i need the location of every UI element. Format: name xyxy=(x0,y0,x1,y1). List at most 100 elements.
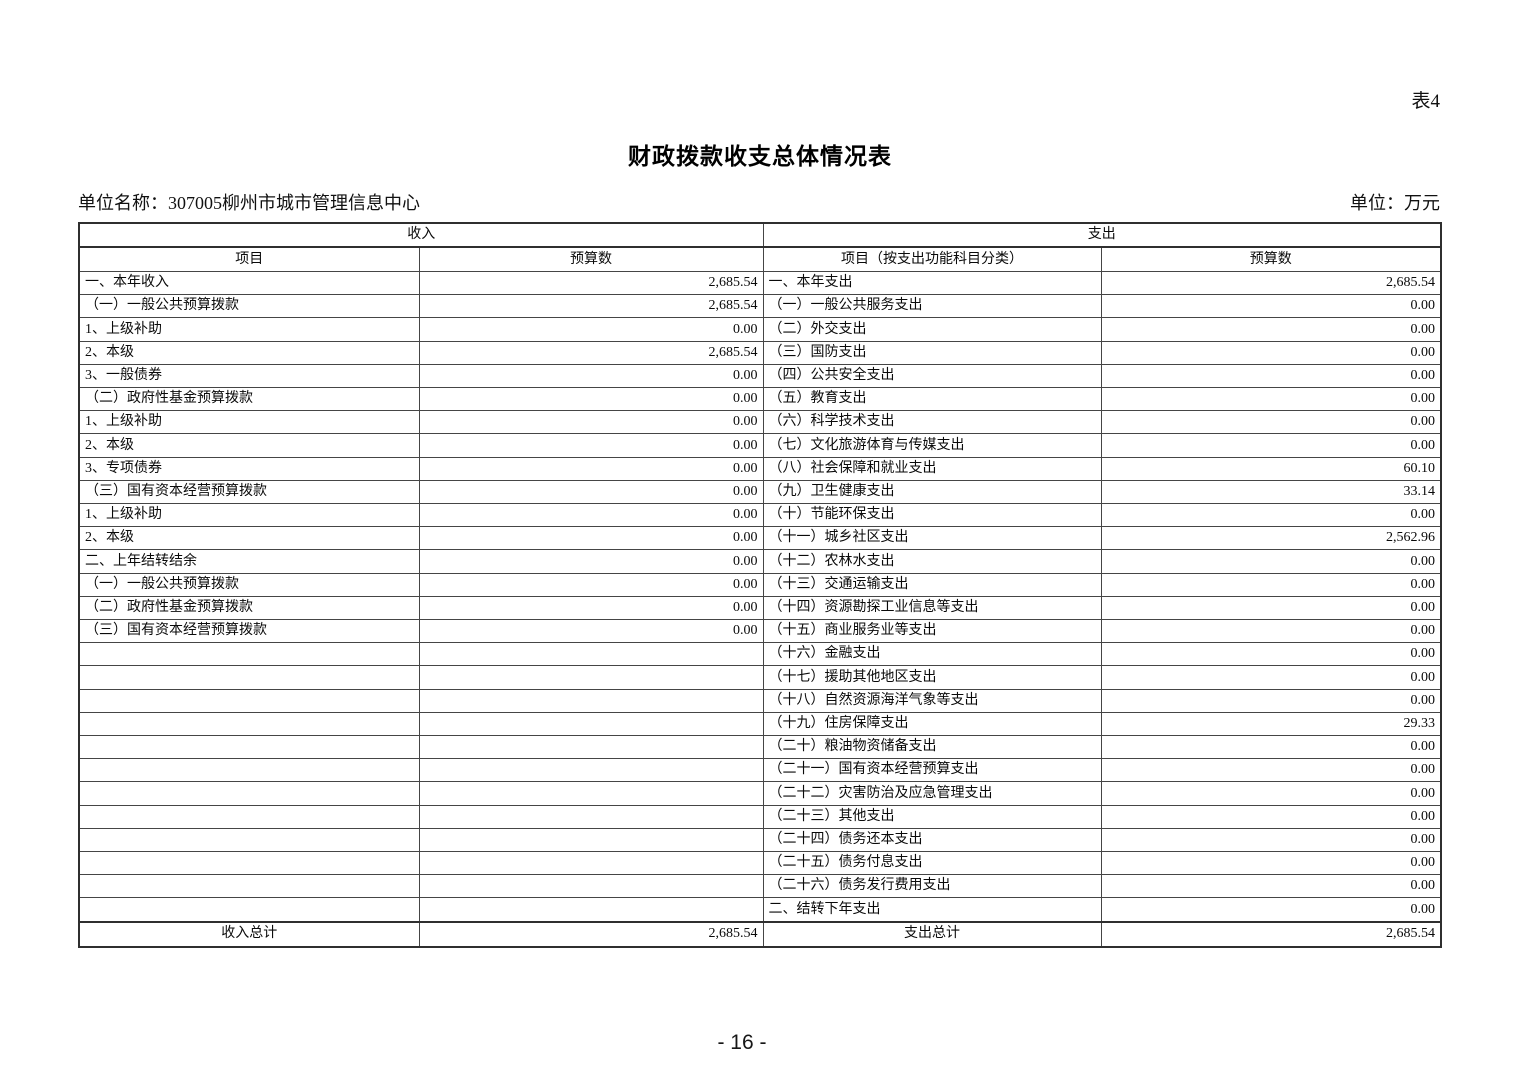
table-row: （二十二）灾害防治及应急管理支出 0.00 xyxy=(78,781,1442,806)
expenditure-item-cell: （二十）粮油物资储备支出 xyxy=(762,735,1102,760)
revenue-value-cell xyxy=(418,758,764,783)
expenditure-value-cell: 2,562.96 xyxy=(1100,526,1442,551)
expenditure-item-cell: （十）节能环保支出 xyxy=(762,503,1102,528)
column-header-row: 项目 预算数 项目（按支出功能科目分类） 预算数 xyxy=(78,246,1442,272)
expenditure-value-cell: 0.00 xyxy=(1100,827,1442,853)
expenditure-item-cell: （三）国防支出 xyxy=(762,340,1102,365)
revenue-value-cell xyxy=(418,781,764,806)
expenditure-value-cell: 29.33 xyxy=(1100,711,1442,737)
table-row: （二）政府性基金预算拨款 0.00 （十四）资源勘探工业信息等支出 0.00 xyxy=(78,595,1442,621)
expenditure-value-cell: 0.00 xyxy=(1100,387,1442,412)
revenue-value-cell xyxy=(418,827,764,853)
revenue-item-cell: （一）一般公共预算拨款 xyxy=(78,572,420,597)
meta-row: 单位名称：307005柳州市城市管理信息中心 单位：万元 xyxy=(78,189,1440,215)
revenue-value-cell xyxy=(418,711,764,737)
revenue-value-cell: 0.00 xyxy=(418,526,764,551)
expenditure-budget-header: 预算数 xyxy=(1100,246,1442,272)
expenditure-value-cell: 0.00 xyxy=(1100,619,1442,644)
expenditure-item-cell: （二）外交支出 xyxy=(762,317,1102,342)
expenditure-value-cell: 0.00 xyxy=(1100,665,1442,690)
expenditure-item-cell: （五）教育支出 xyxy=(762,387,1102,412)
expenditure-item-cell: 一、本年支出 xyxy=(762,270,1102,296)
expenditure-value-cell: 0.00 xyxy=(1100,735,1442,760)
table-row: （三）国有资本经营预算拨款 0.00 （十五）商业服务业等支出 0.00 xyxy=(78,619,1442,644)
revenue-item-cell: 二、上年结转结余 xyxy=(78,549,420,574)
table-row: 二、结转下年支出 0.00 xyxy=(78,897,1442,923)
expenditure-value-cell: 0.00 xyxy=(1100,758,1442,783)
table-tag: 表4 xyxy=(1411,91,1440,112)
expenditure-item-cell: （十九）住房保障支出 xyxy=(762,711,1102,737)
revenue-value-cell: 0.00 xyxy=(418,433,764,458)
table-row: （十九）住房保障支出 29.33 xyxy=(78,711,1442,737)
table-row: （十七）援助其他地区支出 0.00 xyxy=(78,665,1442,690)
table-row: 3、专项债券 0.00 （八）社会保障和就业支出 60.10 xyxy=(78,456,1442,481)
revenue-value-cell xyxy=(418,804,764,829)
revenue-item-cell: 2、本级 xyxy=(78,526,420,551)
revenue-value-cell xyxy=(418,874,764,899)
revenue-value-cell: 0.00 xyxy=(418,549,764,574)
page-number: - 16 - xyxy=(717,1031,767,1054)
revenue-item-cell xyxy=(78,827,420,853)
page-title: 财政拨款收支总体情况表 xyxy=(628,144,892,169)
table-body: 一、本年收入 2,685.54 一、本年支出 2,685.54 （一）一般公共预算拨款 2… xyxy=(78,270,1442,948)
revenue-value-cell: 0.00 xyxy=(418,317,764,342)
table-row: 2、本级 0.00 （十一）城乡社区支出 2,562.96 xyxy=(78,526,1442,551)
revenue-value-cell: 0.00 xyxy=(418,479,764,505)
table-row: （一）一般公共预算拨款 2,685.54 （一）一般公共服务支出 0.00 xyxy=(78,294,1442,319)
table-row: （十六）金融支出 0.00 xyxy=(78,642,1442,667)
table-row: （一）一般公共预算拨款 0.00 （十三）交通运输支出 0.00 xyxy=(78,572,1442,597)
expenditure-value-cell: 0.00 xyxy=(1100,874,1442,899)
expenditure-value-cell: 33.14 xyxy=(1100,479,1442,505)
table-row: 二、上年结转结余 0.00 （十二）农林水支出 0.00 xyxy=(78,549,1442,574)
expenditure-item-cell: （十五）商业服务业等支出 xyxy=(762,619,1102,644)
expenditure-value-cell: 0.00 xyxy=(1100,688,1442,713)
expenditure-item-cell: （十七）援助其他地区支出 xyxy=(762,665,1102,690)
table-row: （二）政府性基金预算拨款 0.00 （五）教育支出 0.00 xyxy=(78,387,1442,412)
revenue-item-cell xyxy=(78,804,420,829)
revenue-group-header: 收入 xyxy=(78,222,764,248)
expenditure-item-cell: （四）公共安全支出 xyxy=(762,363,1102,389)
revenue-item-cell: （三）国有资本经营预算拨款 xyxy=(78,479,420,505)
expenditure-group-header: 支出 xyxy=(762,222,1442,248)
revenue-item-cell: 2、本级 xyxy=(78,433,420,458)
table-row: （二十）粮油物资储备支出 0.00 xyxy=(78,735,1442,760)
revenue-total-label: 收入总计 xyxy=(78,920,420,948)
revenue-value-cell: 2,685.54 xyxy=(418,340,764,365)
table-row: （三）国有资本经营预算拨款 0.00 （九）卫生健康支出 33.14 xyxy=(78,479,1442,505)
expenditure-item-cell: （九）卫生健康支出 xyxy=(762,479,1102,505)
expenditure-value-cell: 0.00 xyxy=(1100,340,1442,365)
revenue-value-cell xyxy=(418,735,764,760)
expenditure-item-header: 项目（按支出功能科目分类） xyxy=(762,246,1102,272)
table-row: （二十三）其他支出 0.00 xyxy=(78,804,1442,829)
revenue-item-cell xyxy=(78,688,420,713)
expenditure-item-cell: （十八）自然资源海洋气象等支出 xyxy=(762,688,1102,713)
expenditure-value-cell: 0.00 xyxy=(1100,781,1442,806)
expenditure-value-cell: 0.00 xyxy=(1100,410,1442,435)
revenue-item-cell xyxy=(78,897,420,923)
revenue-item-cell xyxy=(78,711,420,737)
revenue-item-header: 项目 xyxy=(78,246,420,272)
expenditure-value-cell: 2,685.54 xyxy=(1100,270,1442,296)
expenditure-item-cell: （二十五）债务付息支出 xyxy=(762,851,1102,876)
revenue-value-cell: 0.00 xyxy=(418,456,764,481)
table-row: （二十四）债务还本支出 0.00 xyxy=(78,827,1442,853)
revenue-value-cell xyxy=(418,851,764,876)
expenditure-total-value: 2,685.54 xyxy=(1100,920,1442,948)
revenue-value-cell: 2,685.54 xyxy=(418,294,764,319)
revenue-value-cell: 0.00 xyxy=(418,387,764,412)
revenue-item-cell: 1、上级补助 xyxy=(78,503,420,528)
expenditure-value-cell: 0.00 xyxy=(1100,294,1442,319)
table-row: 1、上级补助 0.00 （六）科学技术支出 0.00 xyxy=(78,410,1442,435)
revenue-item-cell xyxy=(78,781,420,806)
revenue-item-cell: 1、上级补助 xyxy=(78,317,420,342)
revenue-item-cell: 2、本级 xyxy=(78,340,420,365)
expenditure-item-cell: （十四）资源勘探工业信息等支出 xyxy=(762,595,1102,621)
expenditure-item-cell: （一）一般公共服务支出 xyxy=(762,294,1102,319)
revenue-item-cell: 1、上级补助 xyxy=(78,410,420,435)
group-header-row: 收入 支出 xyxy=(78,222,1442,248)
expenditure-value-cell: 0.00 xyxy=(1100,804,1442,829)
revenue-value-cell xyxy=(418,642,764,667)
expenditure-item-cell: （七）文化旅游体育与传媒支出 xyxy=(762,433,1102,458)
expenditure-item-cell: （二十三）其他支出 xyxy=(762,804,1102,829)
expenditure-total-label: 支出总计 xyxy=(762,920,1102,948)
